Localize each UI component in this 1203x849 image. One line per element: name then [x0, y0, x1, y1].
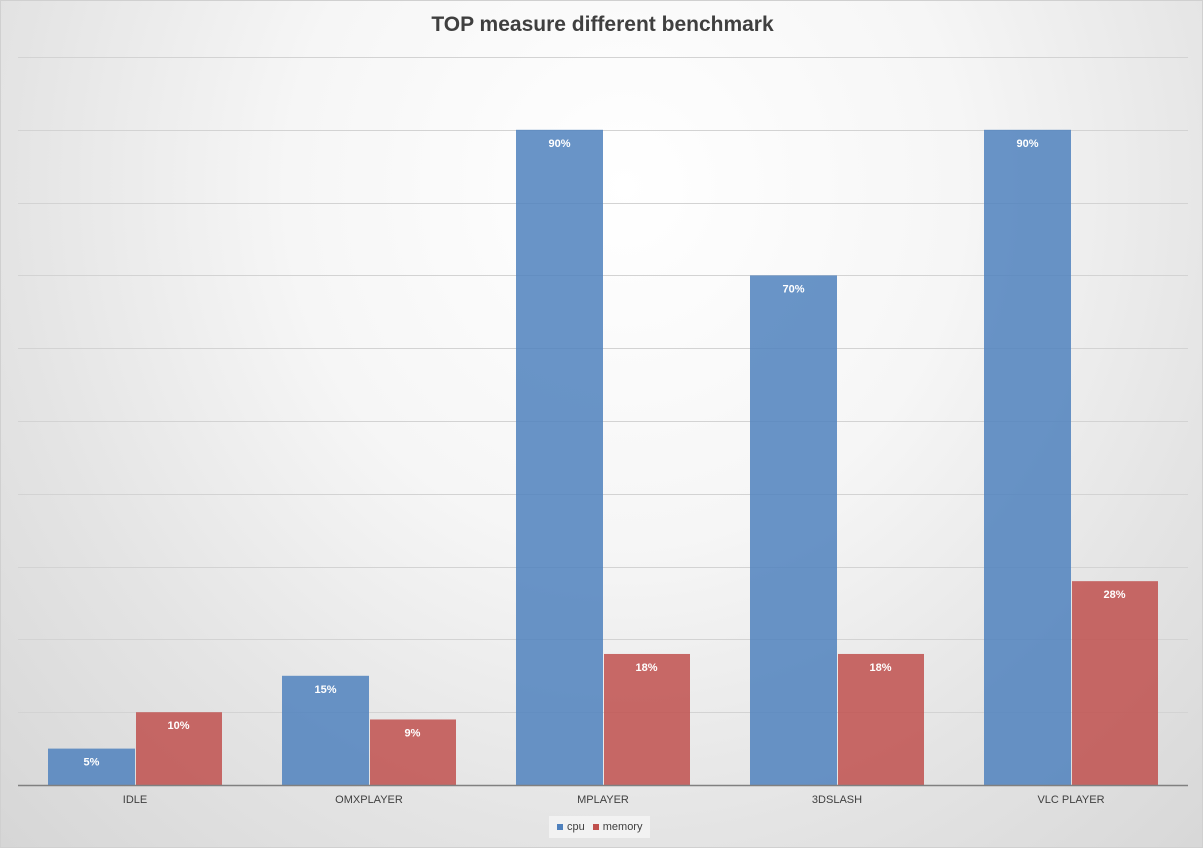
- data-label-cpu-vlc-player: 90%: [1016, 138, 1038, 150]
- bar-memory-omxplayer: [370, 719, 456, 785]
- bar-memory-3dslash: [838, 653, 924, 785]
- legend-swatch-memory: [592, 824, 599, 830]
- bar-memory-vlc-player: [1072, 581, 1158, 785]
- legend-label-memory: memory: [602, 821, 643, 833]
- data-label-cpu-idle: 5%: [84, 757, 100, 769]
- data-label-cpu-3dslash: 70%: [782, 283, 804, 295]
- legend-item-memory: memory: [592, 821, 643, 833]
- legend-item-cpu: cpu: [557, 821, 585, 833]
- bar-memory-idle: [136, 712, 222, 785]
- bar-cpu-omxplayer: [282, 675, 369, 785]
- x-tick-label: OMXPLAYER: [335, 794, 403, 806]
- data-label-memory-omxplayer: 9%: [405, 727, 421, 739]
- x-tick-label: 3DSLASH: [812, 794, 862, 806]
- legend-label-cpu: cpu: [567, 821, 585, 833]
- bar-cpu-idle: [48, 748, 135, 785]
- x-tick-label: IDLE: [123, 794, 147, 806]
- data-label-cpu-omxplayer: 15%: [314, 684, 336, 696]
- x-tick-label: VLC PLAYER: [1037, 794, 1104, 806]
- bar-cpu-mplayer: [516, 129, 603, 786]
- legend-swatch-cpu: [557, 824, 563, 830]
- data-label-memory-mplayer: 18%: [635, 662, 657, 674]
- bar-cpu-vlc-player: [984, 129, 1071, 786]
- legend: cpu memory: [549, 816, 651, 838]
- x-tick-label: MPLAYER: [577, 794, 629, 806]
- data-label-memory-vlc-player: 28%: [1103, 589, 1125, 601]
- bar-cpu-3dslash: [750, 275, 837, 785]
- data-label-memory-idle: 10%: [167, 720, 189, 732]
- data-label-cpu-mplayer: 90%: [548, 138, 570, 150]
- data-label-memory-3dslash: 18%: [869, 662, 891, 674]
- bar-memory-mplayer: [604, 653, 690, 785]
- chart-title: TOP measure different benchmark: [431, 13, 774, 36]
